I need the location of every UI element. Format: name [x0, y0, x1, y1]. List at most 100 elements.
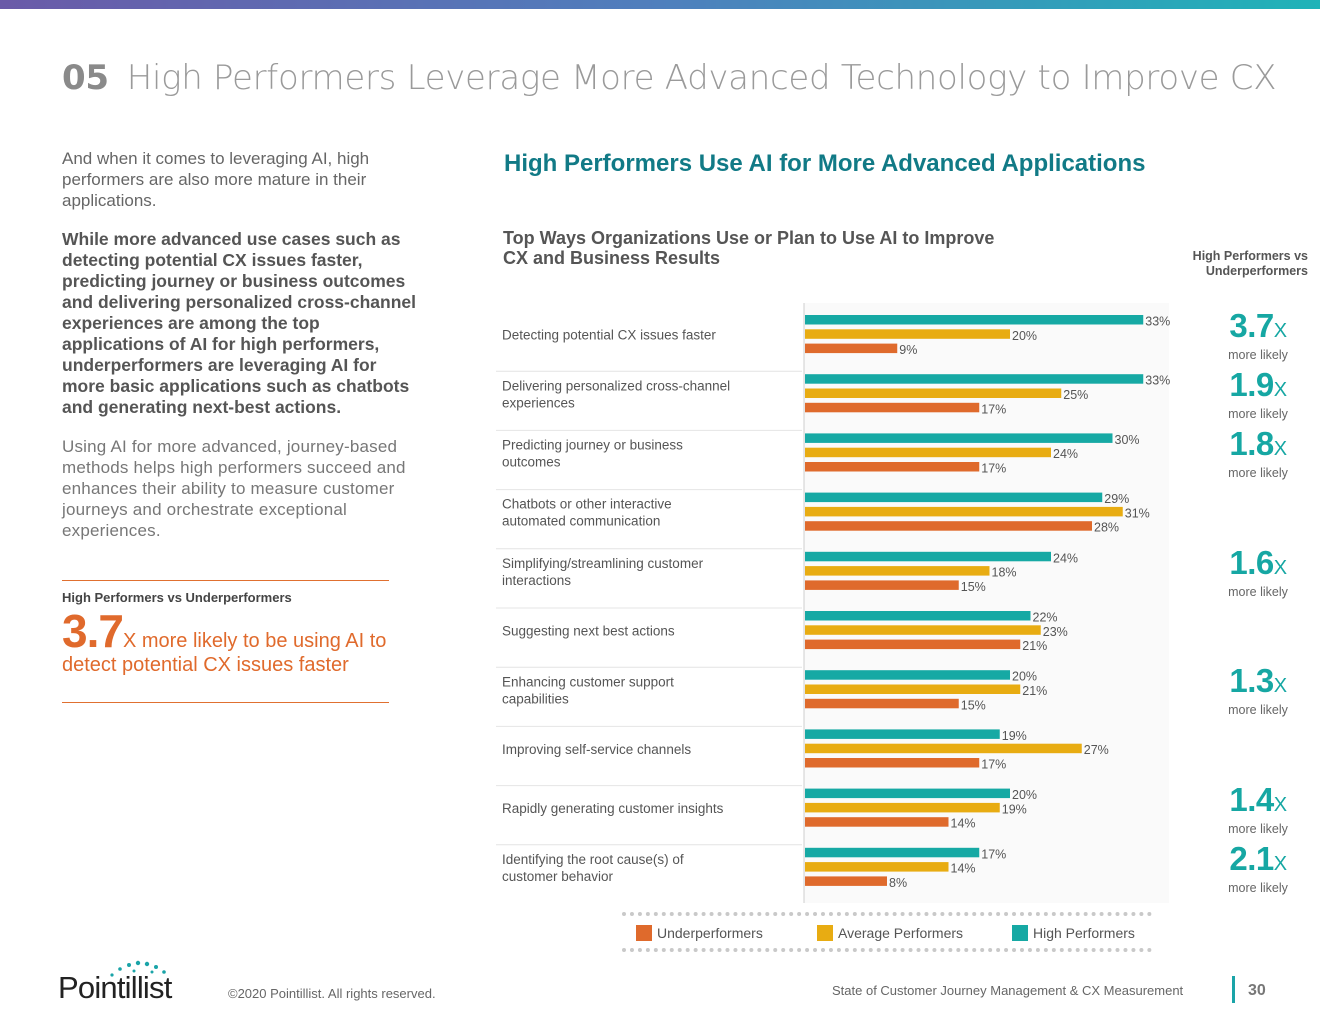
bar-value-label: 22% [1033, 611, 1058, 625]
bar-value-label: 17% [981, 847, 1006, 861]
category-label: Chatbots or other interactive automated c… [502, 497, 672, 529]
category-label: Improving self-service channels [502, 742, 691, 757]
category-label: Identifying the root cause(s) of customer… [502, 852, 684, 884]
ratio-unit: X [1273, 852, 1287, 875]
stat-value: 3.7 [62, 605, 124, 657]
ratio-unit: X [1273, 675, 1287, 698]
stat-suffix: X more likely to be using AI to detect p… [62, 630, 387, 676]
bar-value-label: 27% [1084, 743, 1109, 757]
bar-value-label: 14% [951, 817, 976, 831]
bar-high-performers [805, 551, 1051, 562]
category-label: Simplifying/streamlining customer interac… [502, 556, 704, 588]
logo-text: Pointillist [58, 970, 173, 1004]
bar-average-performers [805, 447, 1051, 458]
bar-value-label: 19% [1002, 729, 1027, 743]
bar-value-label: 24% [1053, 447, 1078, 461]
ratio-number: 2.1 [1229, 839, 1274, 877]
ratio-unit: X [1273, 793, 1287, 816]
bar-underperformers [805, 343, 898, 354]
ratio-label: more likely [1228, 880, 1288, 895]
legend-label: High Performers [1033, 925, 1135, 941]
bar-average-performers [805, 802, 1000, 813]
bar-value-label: 24% [1053, 551, 1078, 565]
ratio-value: 3.7X [1208, 309, 1308, 348]
legend-average-performers: Average Performers [817, 925, 963, 941]
bar-value-label: 28% [1094, 521, 1119, 535]
chart-heading: High Performers Use AI for More Advanced… [504, 150, 1146, 177]
legend-underperformers: Underperformers [636, 925, 763, 941]
bar-value-label: 21% [1022, 684, 1047, 698]
bar-high-performers [805, 315, 1144, 325]
ratio-callout: 1.9X more likely [1208, 368, 1308, 422]
left-column: And when it comes to leveraging AI, high… [62, 148, 422, 541]
ratio-callout: 1.3X more likely [1208, 662, 1308, 718]
bar-high-performers [805, 847, 980, 858]
ratio-number: 3.7 [1229, 307, 1274, 345]
legend-swatch-orange [636, 925, 652, 941]
ratio-value: 2.1X [1208, 839, 1308, 881]
chart-title: Top Ways Organizations Use or Plan to Us… [503, 228, 995, 268]
footer-separator [1232, 976, 1235, 1003]
legend-swatch-teal [1012, 925, 1028, 941]
bar-value-label: 25% [1063, 388, 1088, 402]
ratio-number: 1.8 [1229, 425, 1274, 463]
bar-value-label: 19% [1002, 802, 1027, 816]
copyright: ©2020 Pointillist. All rights reserved. [228, 986, 436, 1001]
bar-value-label: 17% [981, 402, 1006, 416]
bar-average-performers [805, 329, 1010, 339]
highlight-stat-box: High Performers vs Underperformers 3.7X … [62, 580, 389, 703]
bar-value-label: 30% [1115, 433, 1140, 447]
ratio-number: 1.3 [1229, 662, 1274, 700]
bar-underperformers [805, 876, 887, 886]
chart-legend: Underperformers Average Performers High … [622, 912, 1152, 952]
bar-high-performers [805, 729, 1000, 739]
ratio-unit: X [1273, 379, 1287, 402]
ratio-column-header: High Performers vs Underperformers [1192, 249, 1308, 278]
page-title: 05 High Performers Leverage More Advanced… [62, 58, 1277, 98]
legend-high-performers: High Performers [1012, 925, 1135, 941]
bar-average-performers [805, 625, 1041, 635]
intro-paragraph: And when it comes to leveraging AI, high… [62, 149, 370, 210]
ratio-callout: 2.1X more likely [1208, 839, 1308, 895]
bar-value-label: 29% [1104, 492, 1129, 506]
ratio-label: more likely [1228, 466, 1288, 481]
bar-underperformers [805, 402, 980, 413]
bar-underperformers [805, 580, 959, 590]
bar-underperformers [805, 639, 1021, 650]
bar-average-performers [805, 743, 1082, 754]
bar-average-performers [805, 862, 949, 872]
closing-paragraph: Using AI for more advanced, journey-base… [62, 437, 406, 540]
bar-underperformers [805, 758, 980, 768]
ratio-value: 1.9X [1208, 368, 1308, 407]
category-label: Delivering personalized cross-channel exp… [502, 378, 730, 410]
ratio-unit: X [1273, 556, 1287, 579]
ratio-callout: 1.6X more likely [1208, 545, 1308, 599]
section-number: 05 [62, 58, 109, 98]
ratio-value: 1.4X [1208, 780, 1308, 822]
bar-high-performers [805, 611, 1031, 621]
bar-value-label: 33% [1145, 374, 1170, 388]
bar-value-label: 33% [1145, 315, 1170, 329]
stat-label: High Performers vs Underperformers [62, 590, 292, 605]
report-title: State of Customer Journey Management & C… [832, 983, 1184, 998]
ratio-callout: 1.8X more likely [1208, 425, 1308, 481]
ratio-label: more likely [1228, 348, 1288, 363]
bar-value-label: 20% [1012, 329, 1037, 343]
category-label: Rapidly generating customer insights [502, 801, 724, 816]
ratio-number: 1.9 [1229, 366, 1274, 404]
bar-value-label: 15% [961, 580, 986, 594]
bar-value-label: 15% [961, 698, 986, 712]
bar-chart: Detecting potential CX issues faster 33% 2… [496, 303, 1170, 903]
ratio-number: 1.4 [1229, 780, 1274, 818]
bar-value-label: 21% [1022, 639, 1047, 653]
stat-callout: 3.7X more likely to be using AI to detec… [62, 608, 402, 677]
page-title-text: High Performers Leverage More Advanced T… [126, 58, 1277, 98]
bar-high-performers [805, 433, 1113, 443]
pointillist-logo: Pointillist [58, 958, 208, 1005]
bar-underperformers [805, 698, 959, 709]
bar-value-label: 20% [1012, 670, 1037, 684]
bar-value-label: 31% [1125, 506, 1150, 520]
category-label: Detecting potential CX issues faster [502, 328, 716, 343]
bar-value-label: 18% [992, 566, 1017, 580]
category-label: Enhancing customer support capabilities [502, 674, 674, 706]
